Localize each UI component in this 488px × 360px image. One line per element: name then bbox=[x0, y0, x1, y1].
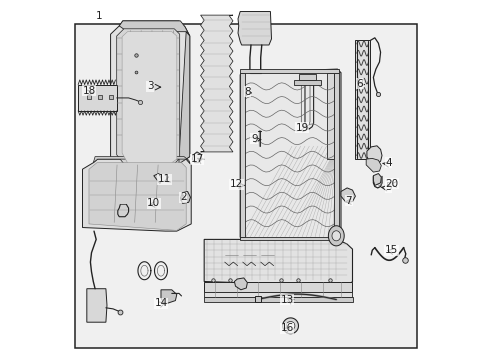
Text: 13: 13 bbox=[280, 294, 293, 305]
Polygon shape bbox=[180, 192, 190, 203]
Polygon shape bbox=[333, 73, 338, 237]
Polygon shape bbox=[93, 157, 191, 165]
Polygon shape bbox=[340, 188, 355, 202]
Text: 3: 3 bbox=[146, 81, 153, 91]
Text: 12: 12 bbox=[229, 179, 243, 189]
Text: 4: 4 bbox=[385, 158, 391, 168]
Text: 16: 16 bbox=[280, 323, 293, 333]
Polygon shape bbox=[366, 158, 381, 172]
Polygon shape bbox=[298, 74, 316, 80]
Polygon shape bbox=[240, 73, 244, 237]
Text: 19: 19 bbox=[295, 123, 308, 133]
Text: 8: 8 bbox=[244, 87, 250, 97]
Polygon shape bbox=[117, 29, 179, 164]
Polygon shape bbox=[285, 321, 294, 330]
Polygon shape bbox=[294, 80, 320, 85]
Polygon shape bbox=[204, 297, 352, 302]
Polygon shape bbox=[192, 152, 202, 163]
Text: 15: 15 bbox=[384, 245, 397, 255]
Polygon shape bbox=[87, 289, 107, 322]
Polygon shape bbox=[366, 146, 381, 164]
Polygon shape bbox=[204, 282, 352, 292]
Polygon shape bbox=[110, 21, 189, 164]
Polygon shape bbox=[240, 237, 338, 240]
Polygon shape bbox=[355, 40, 369, 159]
Text: 18: 18 bbox=[82, 86, 96, 96]
Text: 9: 9 bbox=[250, 134, 257, 144]
Text: 6: 6 bbox=[356, 78, 362, 89]
Text: 17: 17 bbox=[190, 154, 203, 164]
Text: 5: 5 bbox=[385, 182, 391, 192]
Polygon shape bbox=[254, 296, 260, 302]
Polygon shape bbox=[240, 69, 340, 240]
Text: 14: 14 bbox=[154, 298, 167, 308]
Text: 10: 10 bbox=[147, 198, 160, 208]
Text: 20: 20 bbox=[385, 179, 398, 189]
Polygon shape bbox=[200, 15, 232, 152]
Polygon shape bbox=[119, 21, 189, 36]
Polygon shape bbox=[326, 73, 333, 159]
Polygon shape bbox=[373, 174, 381, 185]
Polygon shape bbox=[161, 290, 177, 304]
Text: 1: 1 bbox=[95, 11, 102, 21]
Polygon shape bbox=[331, 231, 340, 241]
Polygon shape bbox=[78, 85, 117, 111]
Polygon shape bbox=[234, 278, 247, 290]
Polygon shape bbox=[328, 226, 344, 246]
Text: 7: 7 bbox=[345, 196, 351, 206]
Polygon shape bbox=[282, 318, 298, 334]
Polygon shape bbox=[204, 292, 352, 297]
Text: 11: 11 bbox=[158, 174, 171, 184]
Polygon shape bbox=[240, 69, 338, 73]
Polygon shape bbox=[82, 159, 191, 231]
Polygon shape bbox=[238, 12, 271, 45]
Text: 2: 2 bbox=[180, 192, 186, 202]
Polygon shape bbox=[179, 32, 189, 164]
Polygon shape bbox=[204, 239, 352, 286]
Polygon shape bbox=[153, 174, 162, 184]
Polygon shape bbox=[122, 32, 177, 163]
Polygon shape bbox=[89, 163, 186, 230]
